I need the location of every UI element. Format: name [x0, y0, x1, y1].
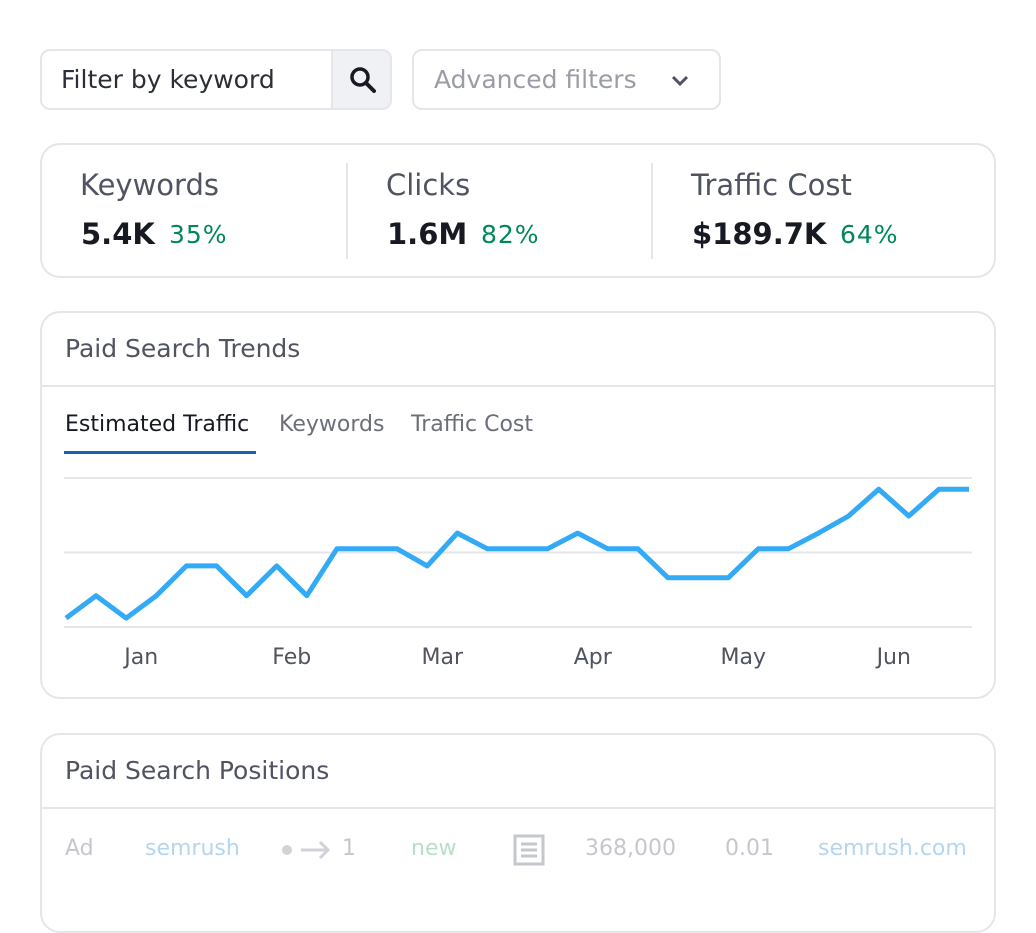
tab[interactable]: Keywords	[279, 412, 385, 437]
search-button[interactable]	[331, 51, 390, 108]
metric-value: 1.6M	[387, 217, 468, 251]
keyword-placeholder: Filter by keyword	[61, 65, 275, 94]
metric-change: 82%	[481, 220, 540, 249]
row-position: 1	[342, 836, 356, 861]
row-keyword[interactable]: semrush	[145, 836, 240, 861]
metric-change: 64%	[840, 220, 899, 249]
row-type: Ad	[65, 836, 94, 861]
tab[interactable]: Traffic Cost	[411, 412, 533, 437]
advanced-filters[interactable]: Advanced filters	[412, 49, 721, 110]
row-volume: 368,000	[585, 836, 676, 861]
row-cpc: 0.01	[725, 836, 774, 861]
position-arrow	[282, 840, 331, 860]
metric-change: 35%	[169, 220, 228, 249]
metric-value: 5.4K	[81, 217, 155, 251]
row-domain[interactable]: semrush.com	[818, 836, 967, 861]
header-divider	[42, 385, 994, 387]
metric-label: Keywords	[80, 168, 219, 202]
metric-label: Clicks	[386, 168, 471, 202]
header-divider	[42, 807, 994, 809]
active-tab-underline	[64, 451, 256, 454]
card-title: Paid Search Positions	[65, 756, 330, 785]
trends-card: Paid Search Trends Estimated Traffic Key…	[40, 311, 996, 699]
advanced-filters-label: Advanced filters	[434, 65, 637, 94]
search-icon	[350, 67, 376, 93]
metrics-card	[40, 143, 996, 278]
metric-label: Traffic Cost	[691, 168, 852, 202]
card-title: Paid Search Trends	[65, 334, 301, 363]
page: Filter by keyword Advanced filters Keywo…	[40, 49, 996, 933]
chevron	[671, 75, 689, 87]
keyword-filter[interactable]: Filter by keyword	[40, 49, 392, 110]
positions-card: Paid Search Positions Ad semrush 1 new 3…	[40, 733, 996, 933]
metric-value: $189.7K	[692, 217, 827, 251]
row-status: new	[411, 836, 457, 861]
divider	[346, 163, 348, 259]
divider	[651, 163, 653, 259]
tab[interactable]: Estimated Traffic	[65, 412, 250, 437]
serp-icon	[513, 834, 545, 866]
